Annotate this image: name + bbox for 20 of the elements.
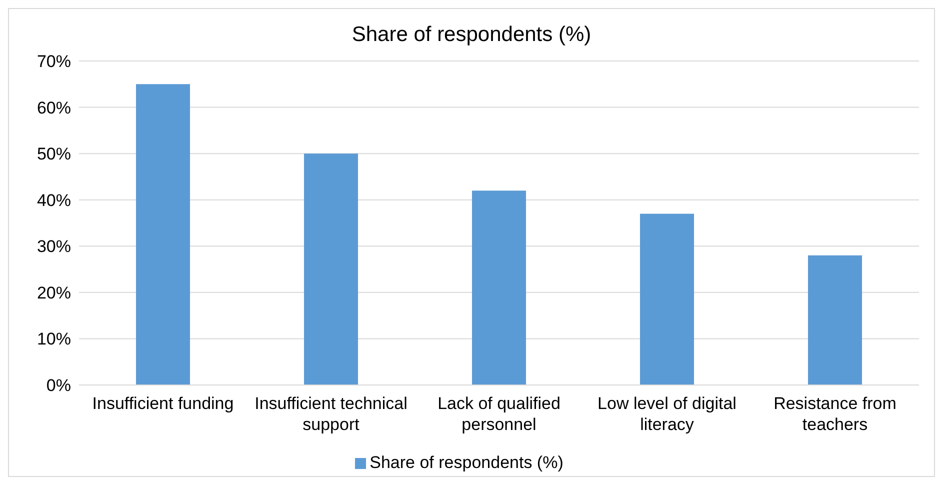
bar — [304, 154, 358, 385]
bar — [640, 214, 694, 385]
y-tick-label: 60% — [36, 98, 71, 118]
y-tick-label: 20% — [36, 283, 71, 302]
bar — [808, 255, 862, 385]
bar — [136, 84, 190, 385]
x-tick-label: Low level of digital literacy — [598, 394, 736, 434]
legend-label: Share of respondents (%) — [370, 453, 564, 472]
y-tick-label: 40% — [36, 190, 71, 210]
x-tick-label: Resistance from teachers — [774, 394, 896, 434]
y-tick-label: 50% — [36, 144, 71, 164]
x-tick-label: Insufficient technical support — [254, 394, 408, 434]
bar — [472, 190, 526, 385]
y-tick-label: 0% — [46, 376, 71, 396]
x-tick-label: Insufficient funding — [92, 394, 234, 413]
chart-title: Share of respondents (%) — [350, 23, 592, 48]
y-tick-label: 70% — [36, 52, 71, 72]
y-tick-label: 30% — [36, 237, 71, 256]
y-tick-label: 10% — [36, 330, 71, 349]
x-tick-label: Lack of qualified personnel — [438, 394, 560, 434]
